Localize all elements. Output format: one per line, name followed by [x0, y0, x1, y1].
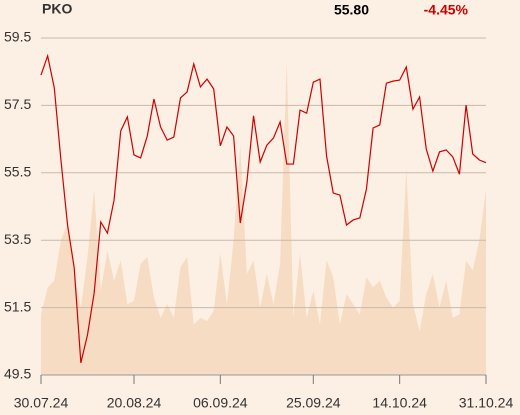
- x-tick-label: 25.09.24: [286, 395, 341, 411]
- y-tick-label: 53.5: [4, 231, 31, 247]
- change: -4.45%: [424, 2, 469, 18]
- x-tick-label: 14.10.24: [372, 395, 427, 411]
- volume-area: [41, 61, 486, 376]
- last-price: 55.80: [334, 2, 369, 18]
- x-tick-label: 06.09.24: [193, 395, 248, 411]
- y-tick-label: 49.5: [4, 366, 31, 382]
- y-tick-label: 51.5: [4, 298, 31, 314]
- y-tick-label: 59.5: [4, 29, 31, 45]
- x-tick-label: 31.10.24: [459, 395, 514, 411]
- chart-title: PKO: [42, 1, 72, 17]
- x-tick-label: 30.07.24: [14, 395, 69, 411]
- y-tick-label: 55.5: [4, 164, 31, 180]
- y-tick-label: 57.5: [4, 96, 31, 112]
- x-tick-label: 20.08.24: [107, 395, 162, 411]
- price-line: [40, 53, 487, 364]
